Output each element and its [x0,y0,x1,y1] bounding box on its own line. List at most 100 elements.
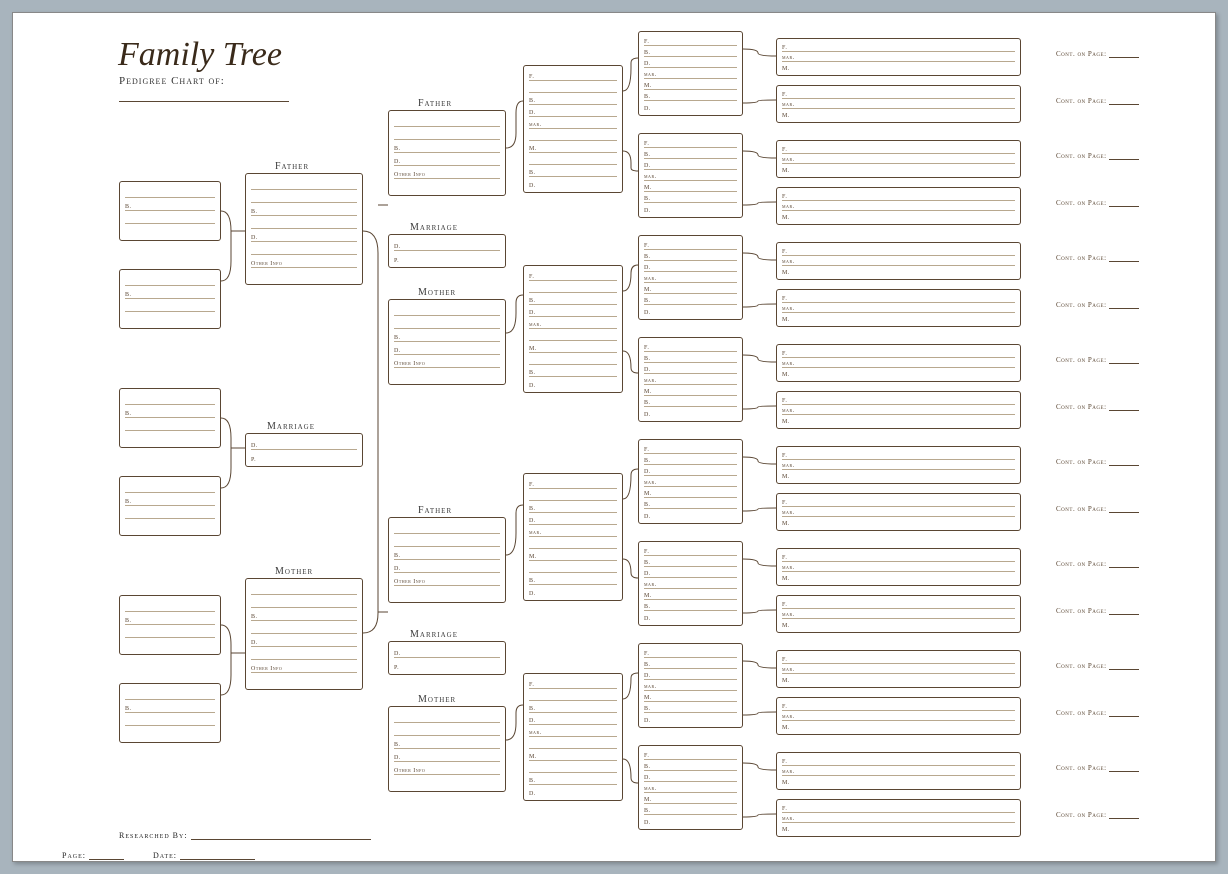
cont-on-page: Cont. on Page: [1056,254,1139,262]
gen5-couple-5: F.B.D.mar.M.B.D. [638,541,743,626]
field-label: M. [782,780,790,786]
gen2-father: B.D.Other Info [245,173,363,285]
field-label: B. [529,98,536,104]
gen5-couple-0: F.B.D.mar.M.B.D. [638,31,743,116]
field-label: M. [644,389,652,395]
field-label: P. [251,457,256,463]
gen2-marriage: D.P. [245,433,363,467]
gen3-marriage-label-1: Marriage [410,629,458,640]
field-label: F. [644,753,649,759]
field-label: F. [782,806,787,812]
field-label: B. [251,614,258,620]
field-label: Other Info [394,361,425,367]
field-label: M. [529,754,537,760]
gen3-marriage-1: D.P. [388,641,506,675]
field-label: B. [251,209,258,215]
gen5-couple-3: F.B.D.mar.M.B.D. [638,337,743,422]
field-label: B. [394,742,401,748]
field-label: M. [782,623,790,629]
page-label: Page: [62,851,124,860]
field-label: D. [529,383,536,389]
field-label: M. [529,146,537,152]
field-label: B. [644,458,651,464]
marriage-label: Marriage [267,421,315,432]
field-label: D. [529,183,536,189]
field-label: B. [644,764,651,770]
field-label: B. [529,370,536,376]
gen6-couple-5: F.mar.M. [776,289,1021,327]
field-label: mar. [782,612,795,618]
field-label: mar. [782,463,795,469]
date-label: Date: [153,851,255,860]
field-label: D. [394,244,401,250]
cont-on-page: Cont. on Page: [1056,152,1139,160]
cont-on-page: Cont. on Page: [1056,505,1139,513]
field-label: B. [644,502,651,508]
field-label: Other Info [394,172,425,178]
field-label: mar. [529,730,542,736]
field-label: mar. [782,55,795,61]
field-label: D. [394,348,401,354]
field-label: B. [644,356,651,362]
cont-on-page: Cont. on Page: [1056,662,1139,670]
field-label: M. [782,725,790,731]
field-label: Other Info [251,261,282,267]
gen4-couple-2: F.B.D.mar.M.B.D. [523,473,623,601]
field-label: D. [394,566,401,572]
cont-on-page: Cont. on Page: [1056,709,1139,717]
field-label: M. [644,695,652,701]
field-label: Other Info [394,579,425,585]
field-label: mar. [782,714,795,720]
field-label: mar. [782,102,795,108]
field-label: F. [782,296,787,302]
field-label: D. [644,718,651,724]
gen6-couple-6: F.mar.M. [776,344,1021,382]
gen6-couple-15: F.mar.M. [776,799,1021,837]
field-label: B. [644,400,651,406]
gen3-father-label-1: Father [418,505,452,516]
field-label: B. [529,506,536,512]
gen3-mother-label-1: Mother [418,694,456,705]
field-label: D. [529,110,536,116]
gen3-father-1: B.D.Other Info [388,517,506,603]
field-label: F. [644,39,649,45]
field-label: B. [529,578,536,584]
field-label: F. [782,45,787,51]
field-label: M. [782,317,790,323]
field-label: P. [394,258,399,264]
field-label: D. [644,616,651,622]
field-label: D. [644,673,651,679]
field-label: D. [529,518,536,524]
field-label: B. [529,170,536,176]
gen1-box-3: B. [119,476,221,536]
field-label: M. [782,419,790,425]
gen6-couple-11: F.mar.M. [776,595,1021,633]
gen4-couple-3: F.B.D.mar.M.B.D. [523,673,623,801]
gen1-box-2: B. [119,388,221,448]
field-label: D. [644,820,651,826]
field-label: D. [529,791,536,797]
field-label: F. [782,453,787,459]
field-label: F. [782,351,787,357]
field-label: B. [644,662,651,668]
gen5-couple-1: F.B.D.mar.M.B.D. [638,133,743,218]
field-label: D. [644,469,651,475]
subject-line [119,101,289,102]
field-label: D. [644,310,651,316]
field-label: mar. [529,530,542,536]
gen3-marriage-label-0: Marriage [410,222,458,233]
gen3-mother-0: B.D.Other Info [388,299,506,385]
subtitle: Pedigree Chart of: [119,75,225,87]
field-label: B. [644,254,651,260]
gen4-couple-0: F.B.D.mar.M.B.D. [523,65,623,193]
cont-on-page: Cont. on Page: [1056,607,1139,615]
field-label: M. [529,346,537,352]
field-label: mar. [782,769,795,775]
gen6-couple-2: F.mar.M. [776,140,1021,178]
gen3-father-0: B.D.Other Info [388,110,506,196]
field-label: mar. [644,582,657,588]
field-label: M. [529,554,537,560]
field-label: F. [529,482,534,488]
field-label: B. [644,298,651,304]
field-label: F. [644,549,649,555]
